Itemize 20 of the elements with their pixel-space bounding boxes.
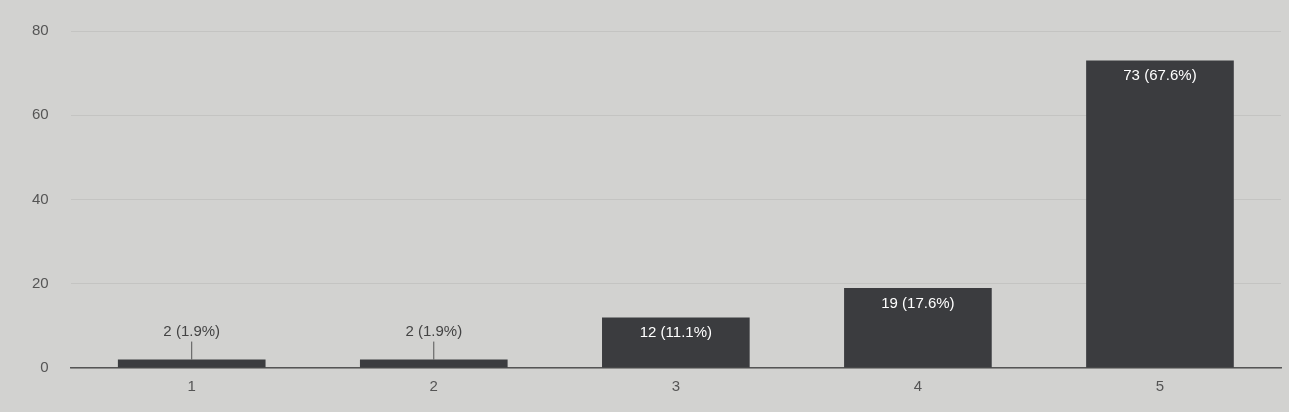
bar (844, 287, 992, 368)
y-tick-label: 0 (40, 358, 49, 376)
x-tick-label: 1 (187, 377, 196, 395)
data-label: 2 (1.9%) (163, 322, 221, 340)
bar (602, 317, 750, 368)
x-tick-label: 5 (1155, 377, 1165, 395)
x-tick-label: 3 (671, 377, 681, 395)
data-label: 73 (67.6%) (1123, 66, 1197, 84)
bar (359, 359, 508, 368)
y-tick-label: 80 (32, 21, 49, 39)
data-label: 19 (17.6%) (881, 293, 955, 311)
y-tick-label: 40 (32, 189, 49, 207)
data-label: 2 (1.9%) (405, 322, 463, 340)
bar (117, 359, 266, 368)
x-tick-label: 2 (429, 377, 438, 395)
y-tick-label: 20 (32, 273, 49, 291)
x-tick-label: 4 (913, 377, 923, 395)
data-label: 12 (11.1%) (639, 323, 712, 341)
y-tick-label: 60 (32, 105, 49, 123)
bar (1086, 60, 1234, 368)
